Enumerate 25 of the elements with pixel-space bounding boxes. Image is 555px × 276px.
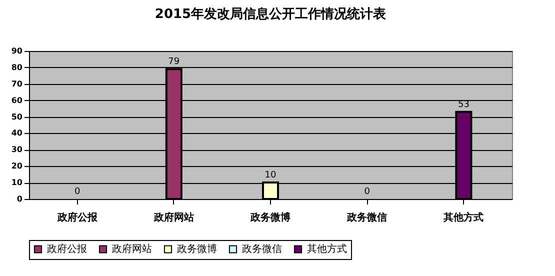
x-tick-label: 政务微信 [346, 212, 388, 224]
legend-label: 政务微信 [242, 243, 282, 256]
y-tick-label: 70 [11, 79, 23, 88]
x-tick-label: 政府网站 [152, 212, 194, 224]
y-tick-label: 20 [11, 162, 23, 171]
y-tick-label: 30 [11, 145, 23, 154]
x-tick-label: 其他方式 [442, 212, 484, 224]
data-label: 79 [168, 57, 180, 68]
data-label: 0 [364, 187, 370, 197]
chart-title: 2015年发改局信息公开工作情况统计表 [154, 6, 388, 22]
y-tick-label: 0 [16, 194, 23, 204]
data-label: 0 [74, 187, 80, 197]
legend-label: 政府公报 [47, 243, 87, 256]
y-tick-label: 50 [11, 112, 23, 122]
data-label: 10 [264, 170, 276, 181]
y-tick-label: 10 [11, 178, 23, 188]
legend-label: 其他方式 [307, 243, 347, 256]
y-tick-label: 90 [11, 46, 23, 56]
legend-label: 政府网站 [112, 243, 152, 256]
legend-label: 政务微博 [177, 243, 217, 256]
y-tick-label: 40 [11, 128, 23, 138]
y-tick-label: 80 [11, 62, 23, 72]
x-tick-label: 政务微博 [250, 212, 290, 224]
x-tick-label: 政府公报 [56, 212, 98, 224]
y-tick-label: 60 [11, 96, 23, 105]
